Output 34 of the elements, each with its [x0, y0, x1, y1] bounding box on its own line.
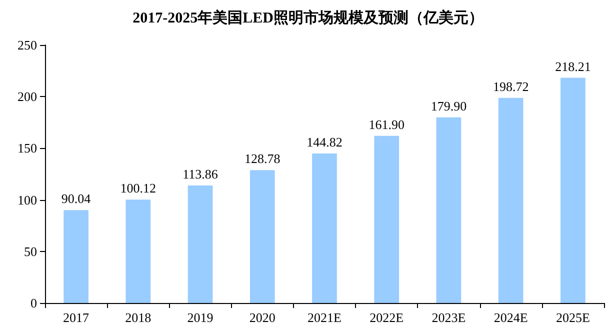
x-tick-label: 2019: [187, 310, 214, 325]
data-label: 100.12: [120, 180, 156, 196]
bar: [374, 136, 400, 303]
x-tick-label: 2024E: [494, 310, 528, 325]
data-label: 161.90: [368, 116, 404, 132]
y-tick-label: 100: [18, 192, 37, 208]
x-tick-label: 2025E: [556, 310, 590, 325]
data-label: 113.86: [182, 166, 218, 182]
bar: [250, 170, 275, 303]
y-tick-label: 50: [24, 244, 37, 259]
data-label: 128.78: [244, 151, 280, 166]
data-label: 144.82: [306, 134, 342, 150]
data-label: 218.21: [555, 58, 591, 74]
y-tick-label: 0: [30, 296, 37, 310]
data-label: 198.72: [492, 78, 529, 94]
x-tick-label: 2021E: [308, 310, 342, 325]
bar: [64, 210, 88, 303]
bar: [188, 185, 213, 303]
y-tick-label: 200: [18, 89, 37, 104]
bar: [312, 154, 337, 303]
bar: [560, 78, 586, 303]
y-tick-label: 150: [18, 140, 37, 156]
x-tick-label: 2022E: [370, 310, 404, 325]
x-tick-label: 2018: [125, 310, 152, 325]
bar: [126, 200, 151, 303]
y-tick-label: 250: [18, 38, 37, 52]
data-label: 179.90: [430, 98, 467, 114]
x-tick-label: 2017: [63, 310, 90, 325]
x-tick-label: 2020: [249, 310, 276, 325]
bar: [498, 98, 524, 303]
data-label: 90.04: [61, 191, 92, 206]
chart-title: 2017-2025年美国LED照明市场规模及预测（亿美元）: [132, 8, 484, 26]
x-tick-label: 2023E: [432, 310, 466, 325]
bar: [436, 117, 462, 303]
